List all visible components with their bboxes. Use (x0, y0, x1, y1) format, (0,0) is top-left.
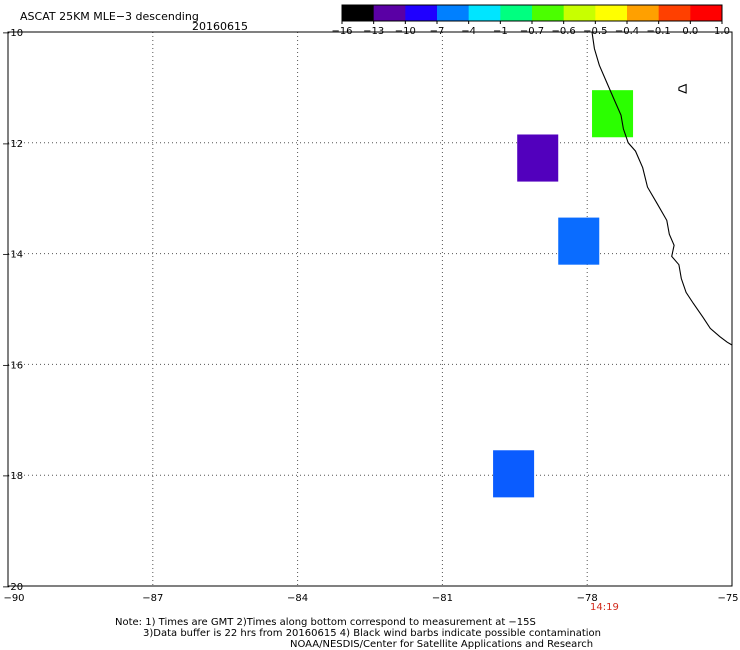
plot-area: −10 −12 −14 −16 −18 −20 −90 −87 −84 −81 −78 −75 14… (2, 28, 739, 613)
map-title: ASCAT 25KM MLE−3 descending (20, 10, 199, 23)
colorbar-swatch (690, 5, 723, 21)
coastline (591, 31, 733, 346)
colorbar-labels: −16 −13 −10 −7 −4 −1 −0.7 −0.6 −0.5 −0.4 −0.1 0.0 1.… (331, 21, 730, 37)
wind-data-cell (592, 90, 634, 138)
latitude-label: −18 (2, 471, 23, 482)
longitude-label: −78 (577, 593, 598, 604)
wind-data-cell (517, 134, 559, 182)
wind-data-cell (558, 217, 600, 265)
colorbar-swatch (563, 5, 596, 21)
latitude-label: −14 (2, 250, 23, 261)
latitude-label: −16 (2, 360, 23, 371)
grid-lines (8, 32, 732, 586)
colorbar-swatch (595, 5, 628, 21)
colorbar-swatch (468, 5, 501, 21)
footer-note-2: 3)Data buffer is 22 hrs from 20160615 4)… (143, 628, 601, 639)
longitude-labels: −90 −87 −84 −81 −78 −75 (3, 593, 738, 604)
data-cells (493, 90, 634, 498)
colorbar-swatch (500, 5, 533, 21)
time-label: 14:19 (590, 602, 619, 613)
longitude-label: −75 (717, 593, 738, 604)
plot-frame (7, 31, 733, 587)
colorbar-swatch (405, 5, 438, 21)
latitude-label: −20 (2, 582, 23, 593)
latitude-label: −10 (2, 28, 23, 39)
wind-data-cell (493, 450, 535, 498)
latitude-label: −12 (2, 139, 23, 150)
footer-note-1: Note: 1) Times are GMT 2)Times along bot… (115, 617, 536, 628)
longitude-label: −81 (432, 593, 453, 604)
footer-credit: NOAA/NESDIS/Center for Satellite Applica… (290, 639, 593, 650)
longitude-label: −90 (3, 593, 24, 604)
colorbar-swatch (373, 5, 406, 21)
colorbar-swatch (627, 5, 660, 21)
island-outline (678, 83, 687, 94)
longitude-label: −87 (142, 593, 163, 604)
colorbar-swatch (342, 5, 375, 21)
longitude-label: −84 (287, 593, 308, 604)
map-date: 20160615 (192, 20, 248, 33)
colorbar-swatch (437, 5, 470, 21)
latitude-labels: −10 −12 −14 −16 −18 −20 (2, 28, 23, 593)
colorbar-swatch (532, 5, 565, 21)
colorbar-swatches (342, 5, 723, 21)
colorbar-swatch (658, 5, 691, 21)
